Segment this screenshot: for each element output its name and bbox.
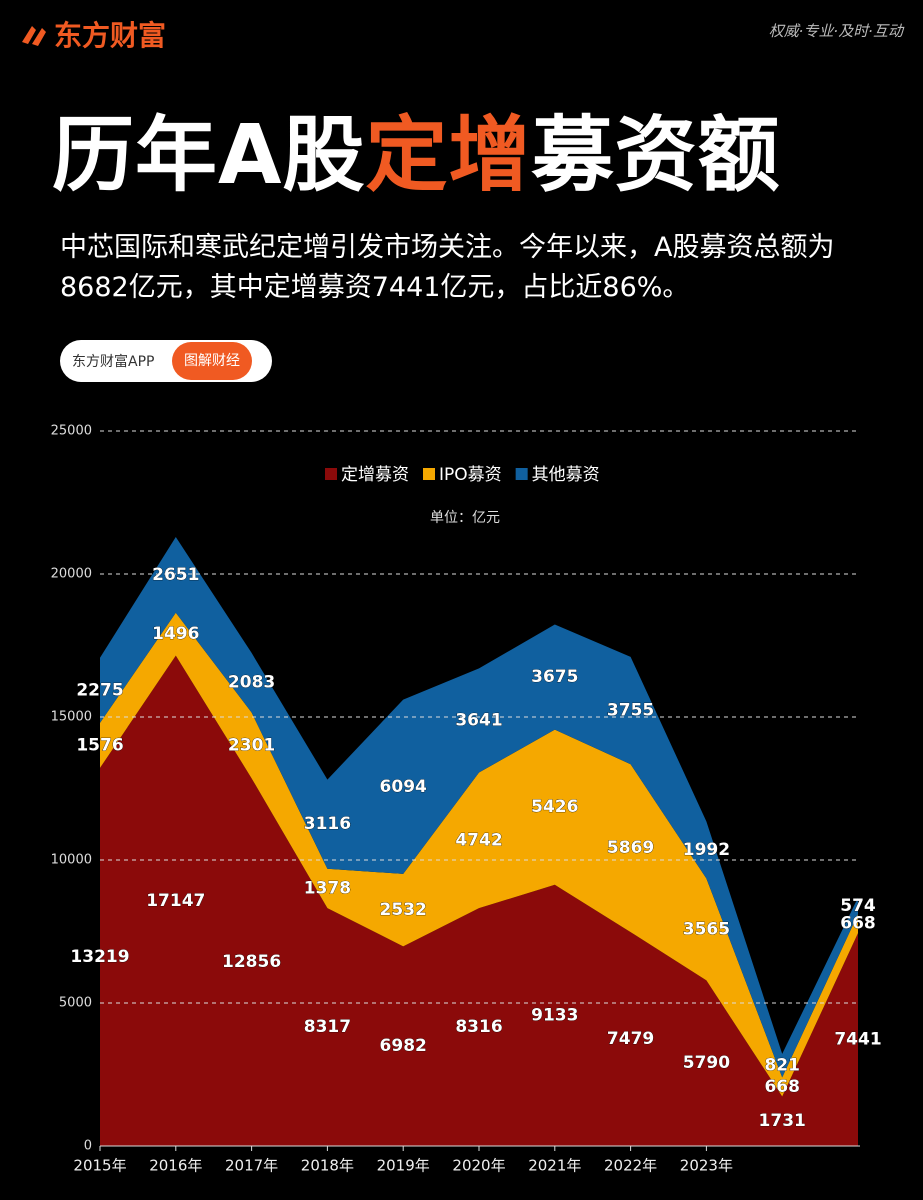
data-label: 7441 [834,1030,881,1050]
data-label: 5426 [531,797,578,817]
logo: 东方财富 [18,14,166,54]
data-label: 3565 [683,919,730,939]
data-label: 821 [764,1056,800,1076]
title-suffix: 募资额 [531,108,781,203]
data-label: 1496 [152,624,199,644]
data-label: 8317 [304,1017,351,1037]
data-label: 668 [764,1077,800,1097]
data-label: 6094 [380,777,427,797]
x-tick-label: 2019年 [377,1157,430,1175]
legend-label: 定增募资 [341,465,409,485]
data-label: 1992 [683,840,730,860]
data-label: 3116 [304,814,351,834]
title-highlight: 定增 [365,108,532,203]
logo-icon [22,26,46,46]
data-label: 2301 [228,735,275,755]
y-tick-label: 10000 [51,853,92,868]
data-label: 9133 [531,1005,578,1025]
data-label: 8316 [455,1017,502,1037]
data-label: 17147 [146,891,205,911]
x-tick-label: 2018年 [301,1157,354,1175]
badge-tag: 图解财经 [172,342,252,380]
data-label: 2083 [228,673,275,693]
y-tick-label: 25000 [51,424,92,439]
data-label: 2275 [76,680,123,700]
area [100,536,858,1078]
legend-swatch [515,468,528,480]
data-label: 12856 [222,952,281,972]
legend-swatch [423,468,435,480]
data-label: 2651 [152,565,199,585]
legend-label: 其他募资 [532,465,600,485]
x-tick-label: 2017年 [225,1157,278,1175]
y-tick-label: 5000 [59,996,92,1011]
data-label: 3641 [455,710,502,730]
data-label: 7479 [607,1029,654,1049]
unit-label: 单位：亿元 [430,510,500,526]
y-tick-label: 0 [84,1139,92,1154]
area [100,612,858,1097]
x-tick-label: 2020年 [452,1157,505,1175]
data-label: 5790 [683,1053,730,1073]
legend-swatch [325,468,337,480]
data-label: 3675 [531,667,578,687]
x-tick-label: 2015年 [73,1157,126,1175]
badge[interactable]: 东方财富APP 图解财经 [60,340,272,382]
data-label: 4742 [455,830,502,850]
area [100,655,858,1146]
y-tick-label: 15000 [51,710,92,725]
title: 历年A股定增募资额 [52,88,781,207]
data-label: 1576 [76,735,123,755]
slogan: 权威·专业·及时·互动 [768,22,903,40]
data-label: 3755 [607,701,654,721]
badge-app: 东方财富APP [72,354,155,370]
data-label: 2532 [380,900,427,920]
y-tick-label: 20000 [51,567,92,582]
data-label: 1731 [759,1111,806,1131]
data-label: 6982 [380,1036,427,1056]
subtitle: 中芯国际和寒武纪定增引发市场关注。今年以来，A股募资总额为8682亿元，其中定增… [60,232,835,303]
data-label: 1378 [304,878,351,898]
data-label: 13219 [70,947,129,967]
areas [100,536,858,1146]
legend-label: IPO募资 [439,465,502,485]
logo-text: 东方财富 [54,19,167,52]
data-label: 668 [840,914,876,934]
x-tick-label: 2023年 [680,1157,733,1175]
x-tick-label: 2022年 [604,1157,657,1175]
data-label: 574 [840,896,876,916]
data-label: 5869 [607,838,654,858]
title-prefix: 历年A股 [52,108,366,203]
x-tick-label: 2016年 [149,1157,202,1175]
x-tick-label: 2021年 [528,1157,581,1175]
